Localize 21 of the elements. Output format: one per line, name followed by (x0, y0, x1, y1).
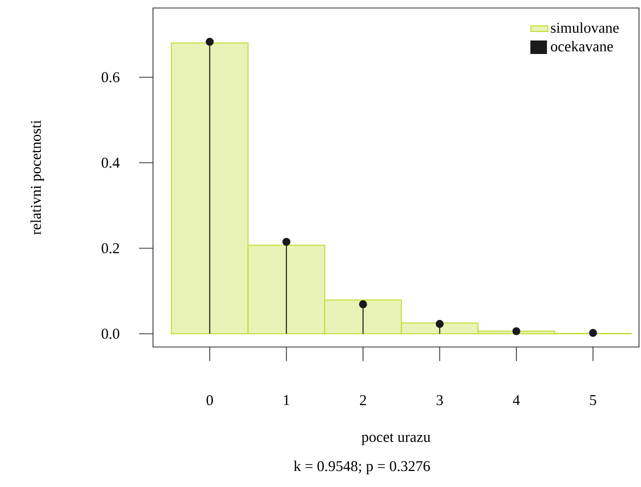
legend-label: simulovane (550, 22, 619, 33)
point (359, 300, 368, 308)
x-tick-label: 3 (436, 395, 443, 406)
x-axis-title: pocet urazu (362, 433, 430, 446)
y-tick-label: 0.4 (102, 158, 120, 168)
point (206, 38, 214, 46)
legend-label: ocekavane (550, 40, 613, 52)
text: k = 0.9548; p = 0.3276 (294, 460, 430, 474)
y-axis-title: relativni pocetnosti (30, 120, 44, 235)
point (282, 238, 290, 246)
point (512, 327, 520, 336)
x-tick-label: 1 (284, 395, 290, 406)
x-tick-label: 2 (360, 395, 366, 406)
x-tick-label: 4 (512, 395, 520, 406)
y-tick-label: 0.6 (102, 72, 120, 82)
point (436, 320, 444, 328)
x-tick-label: 0 (206, 395, 213, 406)
y-tick-label: 0.2 (102, 243, 119, 254)
point (589, 328, 598, 337)
y-tick-label: 0.0 (102, 328, 120, 339)
x-tick-label: 5 (590, 395, 596, 406)
